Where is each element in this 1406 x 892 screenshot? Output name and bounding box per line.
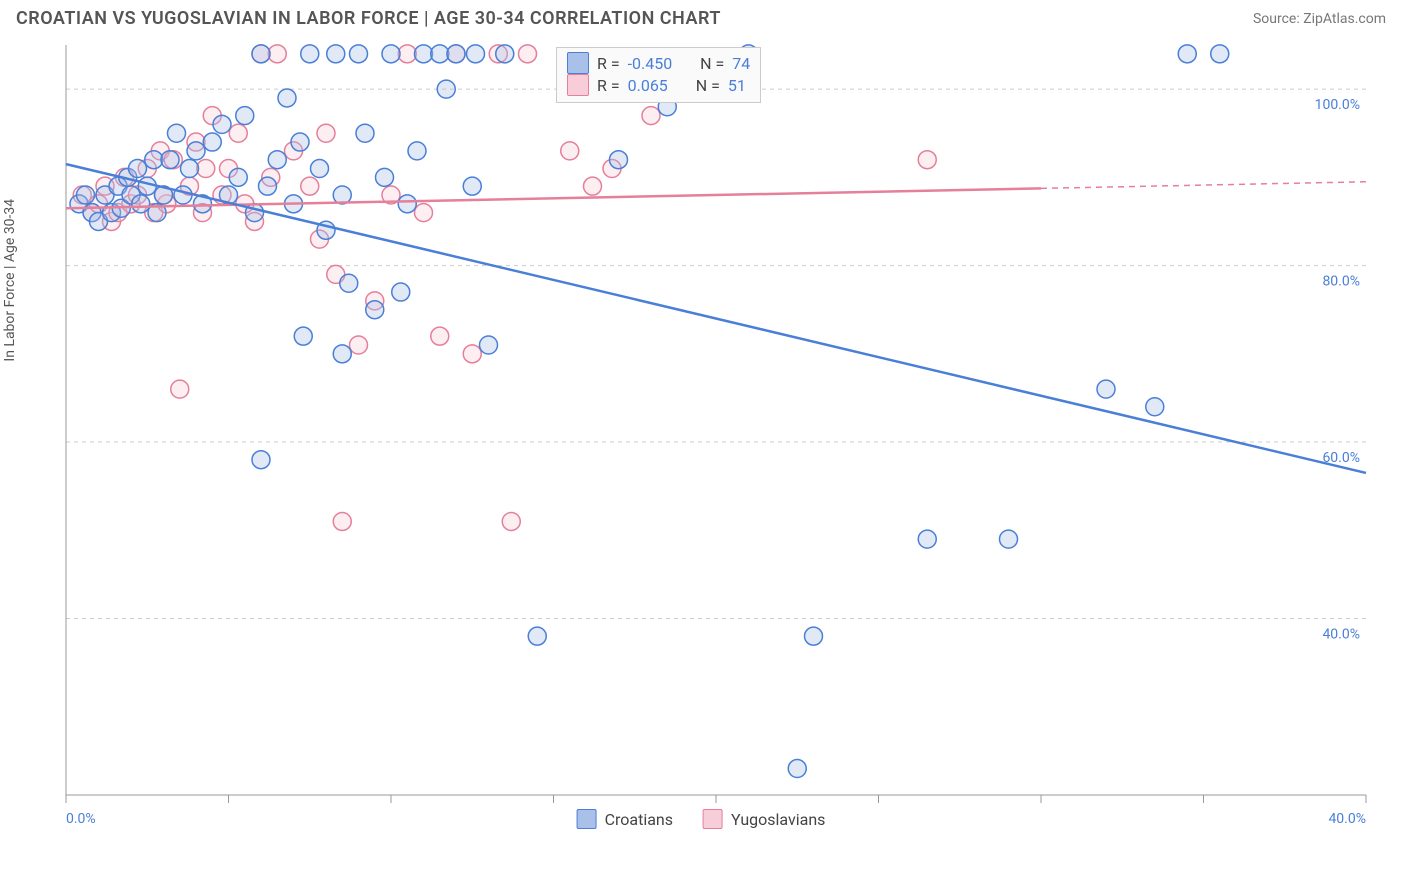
n-label: N = xyxy=(700,54,724,73)
svg-text:80.0%: 80.0% xyxy=(1322,274,1360,290)
legend-row-yugoslavians: R = 0.065 N = 51 xyxy=(567,74,750,96)
svg-text:100.0%: 100.0% xyxy=(1315,97,1360,113)
svg-text:40.0%: 40.0% xyxy=(1328,811,1366,827)
legend-item-croatians: Croatians xyxy=(577,809,673,829)
y-axis-label: In Labor Force | Age 30-34 xyxy=(2,199,18,362)
series-legend: Croatians Yugoslavians xyxy=(577,809,826,829)
r-value: -0.450 xyxy=(628,54,673,73)
legend-row-croatians: R = -0.450 N = 74 xyxy=(567,52,750,74)
chart-container: In Labor Force | Age 30-34 ZIPatlas 0.0%… xyxy=(16,35,1386,835)
n-label: N = xyxy=(696,76,720,95)
r-label: R = xyxy=(597,54,620,73)
source-label: Source: ZipAtlas.com xyxy=(1253,11,1386,27)
legend-label: Croatians xyxy=(605,810,673,829)
r-value: 0.065 xyxy=(628,76,668,95)
svg-text:0.0%: 0.0% xyxy=(66,811,96,827)
yugoslavians-swatch-icon xyxy=(567,74,589,96)
n-value: 74 xyxy=(732,54,750,73)
croatians-swatch-icon xyxy=(577,809,597,829)
legend-item-yugoslavians: Yugoslavians xyxy=(703,809,825,829)
svg-text:40.0%: 40.0% xyxy=(1322,627,1360,643)
legend-label: Yugoslavians xyxy=(731,810,825,829)
n-value: 51 xyxy=(728,76,746,95)
croatians-swatch-icon xyxy=(567,52,589,74)
svg-text:60.0%: 60.0% xyxy=(1322,450,1360,466)
r-label: R = xyxy=(597,76,620,95)
scatter-chart: ZIPatlas 0.0%40.0% 40.0%60.0%80.0%100.0% xyxy=(16,35,1386,835)
chart-title: CROATIAN VS YUGOSLAVIAN IN LABOR FORCE |… xyxy=(16,8,721,29)
correlation-legend: R = -0.450 N = 74 R = 0.065 N = 51 xyxy=(556,47,761,103)
header: CROATIAN VS YUGOSLAVIAN IN LABOR FORCE |… xyxy=(0,0,1406,35)
yugoslavians-swatch-icon xyxy=(703,809,723,829)
